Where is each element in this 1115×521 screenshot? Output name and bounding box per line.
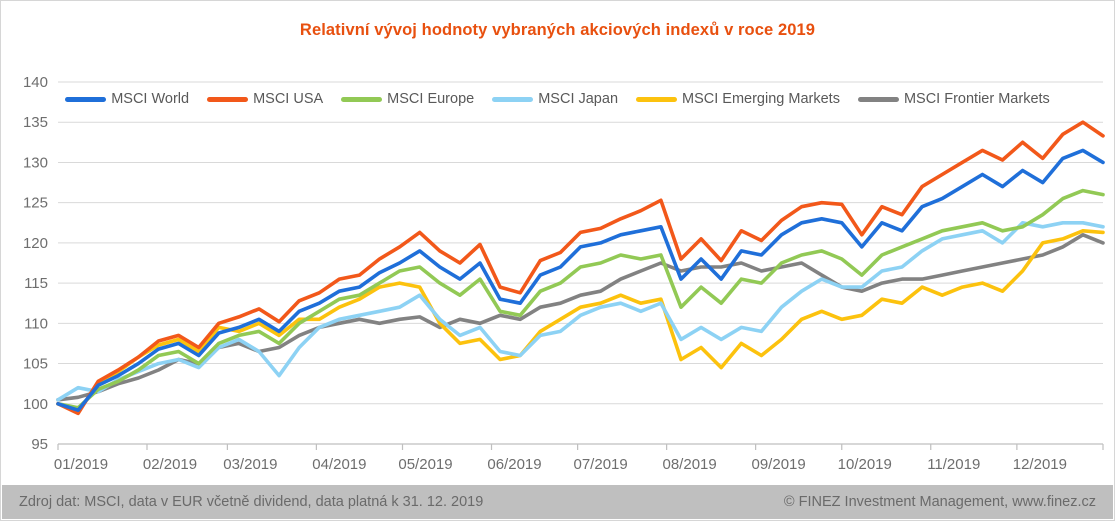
x-tick-label: 08/2019 (663, 456, 717, 473)
x-tick-label: 03/2019 (223, 456, 277, 473)
y-tick-label: 135 (23, 114, 48, 131)
x-tick-label: 11/2019 (927, 456, 980, 473)
legend-item-msci-world: MSCI World (65, 91, 189, 107)
chart-legend: MSCI World MSCI USA MSCI Europe MSCI Japan M… (1, 91, 1114, 107)
footer-bar: Zdroj dat: MSCI, data v EUR včetně divid… (2, 485, 1113, 519)
x-axis-labels: 01/2019 02/2019 03/2019 04/2019 05/2019 06/20… (54, 456, 1067, 473)
legend-label: MSCI Frontier Markets (903, 91, 1050, 107)
y-tick-label: 130 (23, 154, 48, 171)
x-tick-label: 06/2019 (487, 456, 541, 473)
x-tick-label: 10/2019 (838, 456, 892, 473)
footer-copyright-text: © FINEZ Investment Management, www.finez… (783, 494, 1096, 510)
legend-swatch-icon (857, 96, 899, 102)
series-line-msci-usa (56, 120, 1105, 416)
y-tick-label: 95 (31, 436, 48, 453)
x-tick-label: 01/2019 (54, 456, 108, 473)
x-tick-label: 12/2019 (1013, 456, 1067, 473)
legend-swatch-icon (65, 96, 107, 102)
x-axis (57, 443, 1104, 450)
legend-swatch-icon (207, 96, 249, 102)
series-line-msci-world (56, 148, 1105, 413)
chart-plot-area: 95 100 105 110 115 120 125 130 135 140 01/2019 02/2… (1, 63, 1114, 483)
x-tick-label: 02/2019 (143, 456, 197, 473)
legend-label: MSCI USA (253, 91, 324, 107)
y-tick-label: 140 (23, 74, 48, 91)
legend-label: MSCI Japan (538, 91, 619, 107)
legend-swatch-icon (341, 96, 383, 102)
legend-swatch-icon (492, 96, 534, 102)
legend-item-msci-japan: MSCI Japan (492, 91, 618, 107)
legend-label: MSCI World (111, 91, 190, 107)
x-tick-label: 07/2019 (574, 456, 628, 473)
series-line-msci-japan (56, 221, 1105, 402)
series-line-msci-emerging-markets (56, 229, 1105, 414)
x-tick-label: 04/2019 (312, 456, 366, 473)
x-tick-label: 09/2019 (752, 456, 806, 473)
y-tick-label: 110 (24, 315, 48, 332)
legend-label: MSCI Emerging Markets (682, 91, 840, 107)
y-tick-label: 125 (23, 195, 48, 212)
x-tick-label: 05/2019 (398, 456, 452, 473)
series-line-msci-frontier-markets (56, 233, 1105, 402)
legend-item-msci-frontier-markets: MSCI Frontier Markets (857, 91, 1050, 107)
y-tick-label: 120 (23, 235, 48, 252)
legend-item-msci-usa: MSCI USA (207, 91, 323, 107)
series-line-msci-europe (56, 188, 1105, 410)
chart-title: Relativní vývoj hodnoty vybraných akciov… (299, 21, 816, 39)
legend-item-msci-emerging-markets: MSCI Emerging Markets (636, 91, 840, 107)
gridlines (58, 81, 1103, 405)
legend-label: MSCI Europe (387, 91, 475, 107)
chart-svg: 95 100 105 110 115 120 125 130 135 140 01/2019 02/2… (23, 74, 1105, 473)
y-tick-label: 105 (23, 356, 48, 373)
y-tick-label: 115 (24, 275, 48, 292)
y-tick-label: 100 (23, 396, 48, 413)
legend-swatch-icon (636, 96, 678, 102)
legend-item-msci-europe: MSCI Europe (341, 91, 474, 107)
y-axis-labels: 95 100 105 110 115 120 125 130 135 140 (23, 74, 48, 453)
footer-source-text: Zdroj dat: MSCI, data v EUR včetně divid… (19, 494, 484, 510)
